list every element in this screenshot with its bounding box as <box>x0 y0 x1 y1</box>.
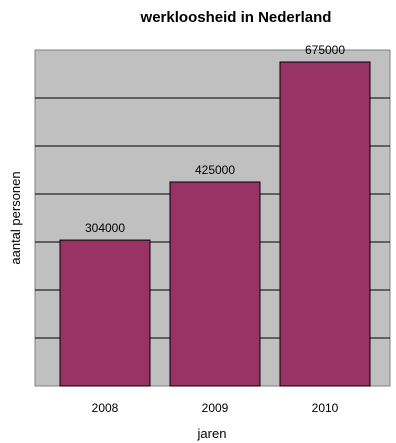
bar-2010 <box>279 61 371 387</box>
x-axis-tick-labels: 2008 2009 2010 <box>92 401 339 415</box>
data-label-2009: 425000 <box>195 163 235 177</box>
x-tick-label-2009: 2009 <box>202 401 229 415</box>
data-labels: 304000 425000 675000 <box>85 43 345 235</box>
y-axis-label: aantal personen <box>8 171 23 264</box>
bars <box>59 61 371 387</box>
bar-2008 <box>59 239 151 387</box>
data-label-2008: 304000 <box>85 221 125 235</box>
bar-2009 <box>169 181 261 387</box>
x-tick-label-2010: 2010 <box>312 401 339 415</box>
chart-title: werkloosheid in Nederland <box>140 9 332 26</box>
x-tick-label-2008: 2008 <box>92 401 119 415</box>
data-label-2010: 675000 <box>305 43 345 57</box>
x-axis-label: jaren <box>197 426 227 441</box>
